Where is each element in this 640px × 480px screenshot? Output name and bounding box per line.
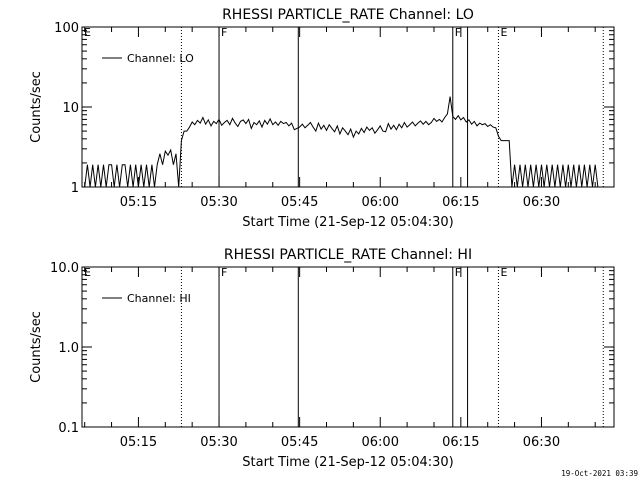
timestamp-stamp: 19-Oct-2021 03:39 xyxy=(561,469,638,478)
event-marker-label: E xyxy=(84,266,91,279)
y-tick-label: 0.1 xyxy=(58,421,79,436)
y-tick-label: 100 xyxy=(54,21,79,36)
legend-label: Channel: LO xyxy=(127,52,194,65)
x-tick-label: 05:15 xyxy=(120,435,157,450)
x-axis-label: Start Time (21-Sep-12 05:04:30) xyxy=(242,215,453,230)
event-marker-label: F xyxy=(221,26,227,39)
x-tick-label: 05:45 xyxy=(281,195,318,210)
x-tick-label: 05:45 xyxy=(281,435,318,450)
x-tick-label: 06:15 xyxy=(442,435,479,450)
x-tick-label: 06:30 xyxy=(523,435,560,450)
x-tick-label: 06:15 xyxy=(442,195,479,210)
x-tick-label: 06:30 xyxy=(523,195,560,210)
legend-label: Channel: HI xyxy=(127,292,191,305)
event-marker-label: F xyxy=(455,26,461,39)
event-marker-label: F xyxy=(455,266,461,279)
y-axis-label: Counts/sec xyxy=(29,311,44,383)
x-tick-label: 05:30 xyxy=(200,195,237,210)
chart-panel-hi: RHESSI PARTICLE_RATE Channel: HI Start Ti… xyxy=(29,247,615,470)
chart-panel-lo: RHESSI PARTICLE_RATE Channel: LO Start Ti… xyxy=(29,7,615,230)
x-tick-label: 05:30 xyxy=(200,435,237,450)
y-tick-label: 10 xyxy=(62,101,79,116)
event-marker-label: E xyxy=(500,266,507,279)
plot-frame xyxy=(81,266,615,428)
y-tick-label: 10.0 xyxy=(50,261,79,276)
event-marker-label: E xyxy=(84,26,91,39)
y-tick-label: 1.0 xyxy=(58,341,79,356)
y-tick-label: 1 xyxy=(71,181,79,196)
x-tick-label: 06:00 xyxy=(362,195,399,210)
event-marker-label: F xyxy=(221,266,227,279)
x-tick-label: 06:00 xyxy=(362,435,399,450)
x-tick-label: 05:15 xyxy=(120,195,157,210)
chart-title: RHESSI PARTICLE_RATE Channel: HI xyxy=(224,247,472,263)
event-marker-label: E xyxy=(500,26,507,39)
y-axis-label: Counts/sec xyxy=(29,71,44,143)
x-axis-label: Start Time (21-Sep-12 05:04:30) xyxy=(242,455,453,470)
series-line xyxy=(84,96,599,188)
chart-title: RHESSI PARTICLE_RATE Channel: LO xyxy=(222,7,474,23)
